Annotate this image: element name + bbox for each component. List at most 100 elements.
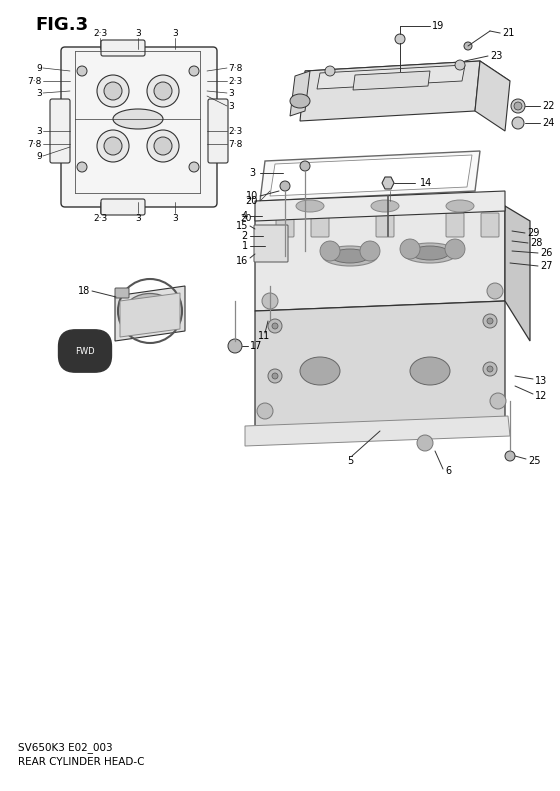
Polygon shape [305, 61, 510, 91]
FancyBboxPatch shape [481, 213, 499, 237]
Circle shape [272, 373, 278, 379]
Circle shape [268, 319, 282, 333]
Circle shape [228, 339, 242, 353]
Circle shape [154, 137, 172, 155]
Circle shape [487, 366, 493, 372]
Text: 25: 25 [528, 456, 540, 466]
Circle shape [147, 75, 179, 107]
Text: 3: 3 [172, 28, 178, 37]
Circle shape [445, 239, 465, 259]
Ellipse shape [371, 200, 399, 212]
Text: 3: 3 [135, 28, 141, 37]
Text: 5: 5 [347, 456, 353, 466]
Text: REAR CYLINDER HEAD-C: REAR CYLINDER HEAD-C [18, 757, 144, 767]
Polygon shape [353, 71, 430, 90]
Text: 2·3: 2·3 [93, 214, 107, 222]
FancyBboxPatch shape [101, 199, 145, 215]
Circle shape [487, 283, 503, 299]
Circle shape [97, 130, 129, 162]
Circle shape [77, 66, 87, 76]
Circle shape [154, 82, 172, 100]
Text: 9: 9 [36, 63, 42, 73]
Text: 18: 18 [78, 286, 90, 296]
Text: 20: 20 [246, 196, 258, 206]
Text: 24: 24 [542, 118, 554, 128]
Text: 2·3: 2·3 [228, 127, 242, 135]
Text: FIG.3: FIG.3 [35, 16, 88, 34]
Circle shape [300, 161, 310, 171]
Circle shape [464, 42, 472, 50]
Ellipse shape [323, 246, 377, 266]
Circle shape [147, 130, 179, 162]
FancyBboxPatch shape [101, 40, 145, 56]
FancyBboxPatch shape [50, 99, 70, 163]
Circle shape [325, 66, 335, 76]
Polygon shape [300, 61, 480, 121]
Text: 3: 3 [36, 89, 42, 97]
Circle shape [483, 362, 497, 376]
Text: 11: 11 [258, 331, 270, 341]
Text: 7·8: 7·8 [27, 139, 42, 149]
FancyBboxPatch shape [376, 213, 394, 237]
Text: 10: 10 [246, 191, 258, 201]
Polygon shape [270, 155, 472, 196]
Circle shape [487, 318, 493, 324]
Text: 1: 1 [242, 241, 248, 251]
Text: 28: 28 [530, 238, 543, 248]
Circle shape [483, 314, 497, 328]
Polygon shape [115, 286, 185, 341]
Text: 2·3: 2·3 [228, 77, 242, 85]
FancyBboxPatch shape [276, 213, 294, 237]
Circle shape [268, 369, 282, 383]
Text: 26: 26 [540, 248, 552, 258]
Text: 3: 3 [228, 101, 234, 111]
Circle shape [512, 117, 524, 129]
Circle shape [505, 451, 515, 461]
Polygon shape [120, 293, 180, 337]
Ellipse shape [446, 200, 474, 212]
Ellipse shape [290, 94, 310, 108]
Text: 16: 16 [236, 256, 248, 266]
Circle shape [490, 393, 506, 409]
Text: 27: 27 [540, 261, 553, 271]
Text: 19: 19 [432, 21, 444, 31]
Circle shape [511, 99, 525, 113]
FancyBboxPatch shape [61, 47, 217, 207]
Text: 14: 14 [420, 178, 432, 188]
Polygon shape [260, 151, 480, 201]
FancyBboxPatch shape [208, 99, 228, 163]
Text: 6: 6 [445, 466, 451, 476]
Polygon shape [255, 301, 505, 431]
Circle shape [400, 239, 420, 259]
Text: 3: 3 [135, 214, 141, 222]
Text: 3: 3 [249, 168, 255, 178]
Circle shape [189, 66, 199, 76]
Circle shape [417, 435, 433, 451]
Ellipse shape [300, 357, 340, 385]
Circle shape [455, 60, 465, 70]
Text: 22: 22 [542, 101, 554, 111]
Text: 13: 13 [535, 376, 547, 386]
Circle shape [320, 241, 340, 261]
Ellipse shape [131, 298, 169, 324]
Text: 15: 15 [236, 221, 248, 231]
Circle shape [257, 403, 273, 419]
Circle shape [77, 162, 87, 172]
Text: 4: 4 [242, 211, 248, 221]
Text: 12: 12 [535, 391, 547, 401]
Text: 21: 21 [502, 28, 515, 38]
Text: 9: 9 [36, 152, 42, 161]
Circle shape [262, 293, 278, 309]
Polygon shape [255, 206, 505, 311]
Text: SV650K3 E02_003: SV650K3 E02_003 [18, 742, 113, 753]
Text: 20: 20 [240, 214, 251, 222]
FancyBboxPatch shape [446, 213, 464, 237]
Text: 2·3: 2·3 [93, 28, 107, 37]
Polygon shape [475, 61, 510, 131]
Text: 3: 3 [36, 127, 42, 135]
FancyBboxPatch shape [115, 288, 129, 298]
Text: 3: 3 [228, 89, 234, 97]
Polygon shape [505, 206, 530, 341]
FancyBboxPatch shape [254, 225, 288, 262]
Circle shape [395, 34, 405, 44]
